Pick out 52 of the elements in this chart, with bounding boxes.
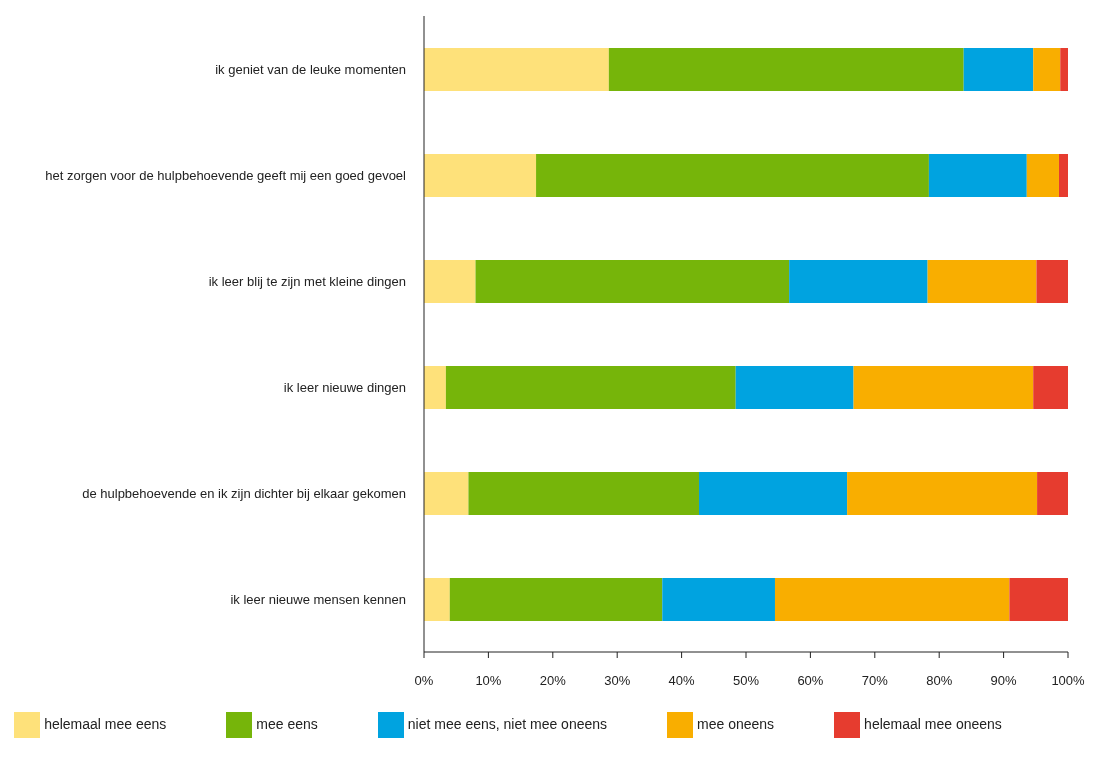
legend-label: helemaal mee eens <box>44 715 167 732</box>
x-tick-label: 30% <box>604 673 631 689</box>
x-tick-label: 70% <box>861 673 889 689</box>
bar <box>963 48 1034 91</box>
bar <box>735 366 854 409</box>
x-tick-label: 60% <box>797 673 824 689</box>
bar <box>698 472 848 515</box>
bar <box>475 260 790 303</box>
bar <box>853 366 1034 409</box>
x-tick-label: 40% <box>668 673 696 689</box>
bar <box>1060 48 1068 91</box>
bar <box>1033 366 1068 409</box>
bar <box>424 260 476 303</box>
y-tick-label: ik leer blij te zijn met kleine dingen <box>208 273 406 289</box>
x-tick-label: 20% <box>539 673 567 689</box>
bar <box>449 578 663 621</box>
y-tick-label: het zorgen voor de hulpbehoevende geeft mij een goed gevoel <box>45 167 407 183</box>
bar <box>445 366 736 409</box>
bar <box>1009 578 1068 621</box>
bar <box>662 578 775 621</box>
bar <box>928 154 1027 197</box>
bar <box>424 154 537 197</box>
y-tick-label: de hulpbehoevende en ik zijn dichter bij elkaar gekomen <box>82 485 406 501</box>
bar <box>1058 154 1068 197</box>
legend-label: helemaal mee oneens <box>864 715 1002 732</box>
x-tick-label: 10% <box>475 673 502 689</box>
bar <box>1037 472 1068 515</box>
bar <box>1036 260 1068 303</box>
bar <box>424 472 469 515</box>
bar <box>536 154 929 197</box>
legend-label: niet mee eens, niet mee oneens <box>407 715 608 732</box>
y-tick-label: ik leer nieuwe dingen <box>283 379 406 395</box>
bar <box>424 48 609 91</box>
bar <box>468 472 699 515</box>
legend-label: mee eens <box>256 715 318 732</box>
bar <box>1026 154 1059 197</box>
x-tick-label: 80% <box>926 673 953 689</box>
x-tick-label: 50% <box>732 673 760 689</box>
bar <box>424 366 446 409</box>
bar <box>789 260 928 303</box>
bar <box>847 472 1038 515</box>
x-tick-label: 0% <box>414 673 434 689</box>
legend-label: mee oneens <box>697 715 775 732</box>
bar <box>927 260 1037 303</box>
bar <box>774 578 1010 621</box>
y-tick-label: ik leer nieuwe mensen kennen <box>230 591 406 607</box>
x-tick-label: 90% <box>990 673 1018 689</box>
bar <box>424 578 450 621</box>
bar <box>1033 48 1061 91</box>
y-tick-label: ik geniet van de leuke momenten <box>215 61 406 77</box>
x-tick-label: 100% <box>1051 673 1086 689</box>
bar <box>608 48 964 91</box>
